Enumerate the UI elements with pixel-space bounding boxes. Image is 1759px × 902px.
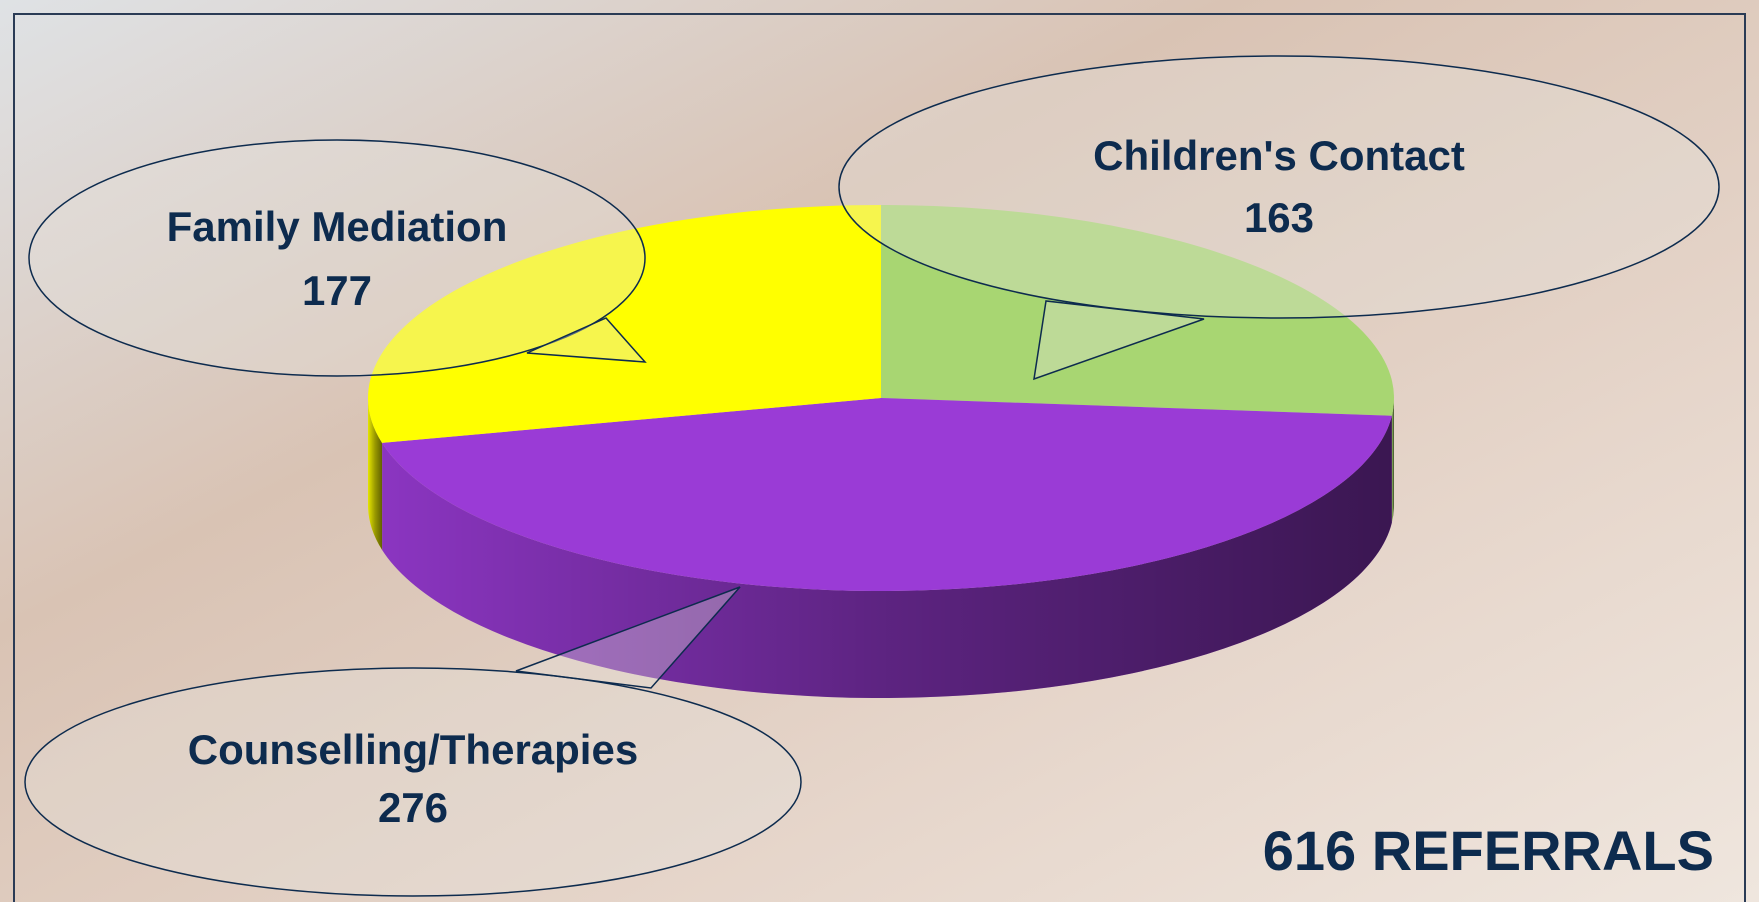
callout-bubble bbox=[839, 56, 1719, 318]
total-label: 616 REFERRALS bbox=[1263, 819, 1714, 882]
chart: Children's Contact 163 Counselling/Therapi… bbox=[0, 0, 1759, 902]
side-shade bbox=[1392, 398, 1394, 523]
value-label: 276 bbox=[378, 784, 448, 831]
category-label: Counselling/Therapies bbox=[188, 726, 638, 773]
value-label: 163 bbox=[1244, 194, 1314, 241]
category-label: Family Mediation bbox=[167, 203, 508, 250]
callout-bubble bbox=[25, 668, 801, 896]
category-label: Children's Contact bbox=[1093, 132, 1465, 179]
value-label: 177 bbox=[302, 267, 372, 314]
callout-bubble bbox=[29, 140, 645, 376]
page: Children's Contact 163 Counselling/Therapi… bbox=[0, 0, 1759, 902]
